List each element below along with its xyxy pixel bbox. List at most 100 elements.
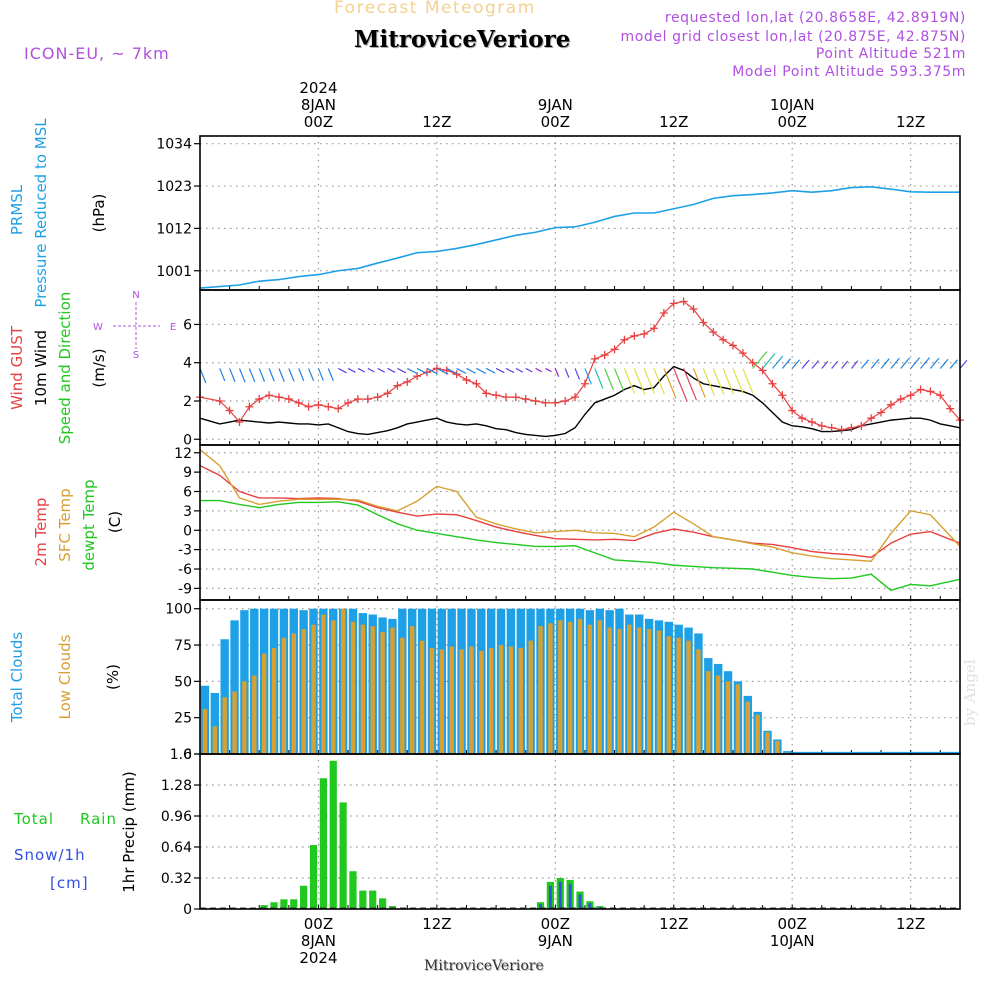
gust-marker — [551, 398, 560, 407]
wind-arrow — [623, 368, 636, 394]
gust-marker — [265, 391, 274, 400]
gust-marker — [274, 393, 283, 402]
wind-arrow — [692, 368, 706, 398]
low-cloud-bar — [429, 647, 435, 754]
gust-marker — [363, 395, 372, 404]
gust-marker — [580, 379, 589, 388]
low-cloud-bar — [439, 649, 445, 754]
low-cloud-bar — [528, 640, 533, 754]
gust-marker — [738, 349, 747, 358]
bottom-time-label: 9JAN — [538, 932, 573, 950]
wind-arrow — [406, 367, 418, 374]
gust-marker — [541, 398, 550, 407]
y-tick-label: 0.32 — [161, 871, 192, 887]
wind-arrow — [880, 358, 890, 369]
low-cloud-bar — [469, 646, 474, 754]
wind-arrow — [387, 367, 396, 373]
low-cloud-bar — [607, 627, 612, 754]
snow-bar — [598, 907, 602, 909]
compass-e: E — [170, 322, 176, 333]
wind-arrow — [248, 368, 256, 383]
temp-unit-label: (C) — [106, 511, 124, 533]
gust-marker — [344, 398, 353, 407]
compass-w: W — [93, 322, 103, 333]
gust-marker — [590, 354, 599, 363]
gust-marker — [748, 358, 757, 367]
low-cloud-bar — [222, 697, 227, 754]
total-cloud-bar — [210, 692, 220, 754]
y-tick-label: 0 — [183, 523, 192, 539]
rain-bar — [329, 760, 337, 909]
bottom-time-label: 8JAN — [301, 932, 336, 950]
wind-arrow — [831, 360, 839, 369]
low-cloud-bar — [261, 653, 267, 754]
y-tick-label: 100 — [165, 602, 192, 618]
wind-arrow — [554, 368, 560, 377]
rain-bar — [260, 905, 268, 909]
gust-marker — [600, 351, 609, 360]
low-cloud-bar — [271, 647, 277, 754]
low-cloud-bar — [696, 649, 701, 754]
wind-arrow — [850, 360, 859, 369]
y-tick-label: 25 — [174, 711, 192, 727]
precip-cm-label: [cm] — [50, 874, 89, 892]
snow-bar — [539, 904, 542, 909]
wind-arrow — [811, 360, 820, 369]
rain-bar — [300, 885, 308, 909]
model-altitude: Model Point Altitude 593.375m — [732, 64, 966, 80]
y-tick-label: 50 — [174, 674, 192, 690]
gust-marker — [699, 318, 708, 327]
wind-arrow — [564, 368, 570, 378]
low-cloud-bar — [558, 620, 563, 754]
rain-bar — [319, 778, 327, 909]
wind-arrow — [397, 367, 407, 374]
wind-arrow — [732, 368, 744, 394]
y-tick-label: -9 — [178, 581, 192, 597]
gust-marker — [807, 418, 816, 427]
rain-bar — [309, 845, 318, 909]
wind-10m-label: 10m Wind — [32, 330, 50, 406]
gust-marker — [778, 391, 787, 400]
rain-bar — [378, 898, 387, 909]
snow-bar — [578, 894, 582, 909]
rain-bar — [359, 890, 367, 909]
precip-total-label: Total — [13, 810, 54, 828]
low-cloud-bar — [459, 649, 464, 754]
low-cloud-bar — [577, 618, 583, 754]
gust-marker — [827, 423, 836, 432]
gust-marker — [452, 370, 461, 379]
low-cloud-bar — [755, 714, 760, 754]
top-time-label: 12Z — [896, 113, 925, 131]
wind-arrow — [762, 353, 776, 369]
top-time-label: 9JAN — [538, 96, 573, 114]
low-cloud-bar — [725, 681, 731, 754]
snow-bar — [558, 881, 562, 909]
compass-s: S — [133, 350, 139, 361]
panel-frame-precipitation — [199, 753, 961, 910]
gust-marker — [472, 379, 481, 388]
y-tick-label: 6 — [183, 317, 192, 333]
low-cloud-bar — [449, 646, 454, 754]
gust-marker — [620, 335, 629, 344]
gust-marker — [857, 421, 866, 430]
gust-marker — [867, 414, 876, 423]
low-cloud-bar — [666, 636, 672, 754]
wind-arrow — [860, 359, 870, 369]
rain-bar — [290, 899, 298, 909]
gust-marker — [353, 395, 362, 404]
low-cloud-bar — [232, 691, 237, 754]
snow-bar — [588, 903, 592, 909]
bottom-time-label: 00Z — [541, 915, 570, 933]
wind-arrow — [416, 367, 428, 375]
wind-arrow — [476, 367, 487, 374]
low-cloud-bar — [242, 681, 247, 754]
requested-coords: requested lon,lat (20.8658E, 42.8919N) — [664, 10, 966, 26]
top-time-label: 10JAN — [770, 96, 815, 114]
gust-marker — [571, 393, 580, 402]
total-cloud-bar — [220, 639, 229, 754]
y-tick-label: 1.6 — [170, 747, 192, 763]
wind-arrow — [841, 360, 849, 369]
low-cloud-bar — [301, 629, 306, 754]
y-tick-label: 0 — [183, 432, 192, 448]
